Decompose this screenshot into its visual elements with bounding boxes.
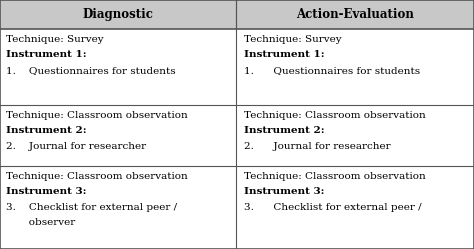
Text: Instrument 1:: Instrument 1: <box>6 50 86 59</box>
Text: Action-Evaluation: Action-Evaluation <box>296 8 414 21</box>
Text: Diagnostic: Diagnostic <box>82 8 153 21</box>
Text: 2.      Journal for researcher: 2. Journal for researcher <box>244 142 391 151</box>
Text: Technique: Classroom observation: Technique: Classroom observation <box>6 172 187 181</box>
Text: Technique: Classroom observation: Technique: Classroom observation <box>244 111 426 120</box>
Text: 1.      Questionnaires for students: 1. Questionnaires for students <box>244 66 420 75</box>
Text: Instrument 2:: Instrument 2: <box>244 126 325 135</box>
Text: Instrument 2:: Instrument 2: <box>6 126 86 135</box>
Bar <box>0 0 474 29</box>
Text: 3.    Checklist for external peer /: 3. Checklist for external peer / <box>6 203 177 212</box>
Text: 1.    Questionnaires for students: 1. Questionnaires for students <box>6 66 175 75</box>
Text: 3.      Checklist for external peer /: 3. Checklist for external peer / <box>244 203 422 212</box>
Text: Technique: Survey: Technique: Survey <box>244 35 342 44</box>
Text: 2.    Journal for researcher: 2. Journal for researcher <box>6 142 146 151</box>
Text: observer: observer <box>6 218 75 227</box>
Text: Technique: Classroom observation: Technique: Classroom observation <box>6 111 187 120</box>
Text: Technique: Survey: Technique: Survey <box>6 35 103 44</box>
Text: Instrument 3:: Instrument 3: <box>244 187 325 196</box>
Text: Instrument 1:: Instrument 1: <box>244 50 325 59</box>
Text: Technique: Classroom observation: Technique: Classroom observation <box>244 172 426 181</box>
Text: Instrument 3:: Instrument 3: <box>6 187 86 196</box>
